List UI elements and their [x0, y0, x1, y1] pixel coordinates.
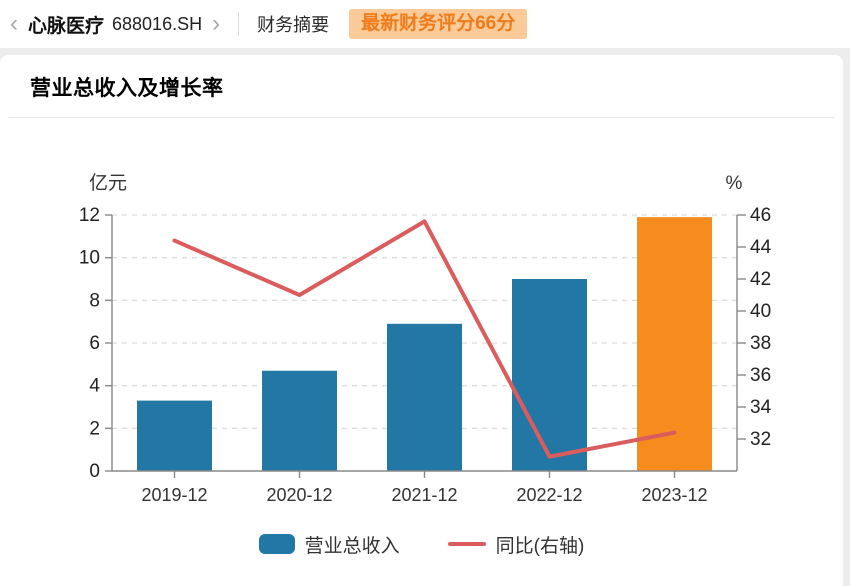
bar-2020-12[interactable]	[262, 370, 337, 471]
back-chevron-icon[interactable]: ‹	[10, 10, 18, 37]
growth-line[interactable]	[172, 219, 677, 459]
right-axis-tick-label: 46	[750, 205, 771, 226]
x-axis-tick-label: 2020-12	[266, 485, 332, 505]
revenue-legend-label: 营业总收入	[304, 535, 400, 557]
legend-item-growth[interactable]: 同比(右轴)	[447, 531, 585, 558]
title-divider	[9, 117, 834, 118]
bar-2023-12[interactable]	[637, 217, 712, 471]
right-axis-tick-label: 32	[750, 429, 771, 450]
right-axis-tick-label: 42	[750, 269, 771, 290]
chart-legend: 营业总收入 同比(右轴)	[0, 531, 843, 557]
revenue-legend-swatch-icon	[258, 534, 295, 554]
top-bar: ‹ 心脉医疗 688016.SH › 财务摘要 最新财务评分66分	[0, 0, 850, 48]
bar-2019-12[interactable]	[137, 400, 212, 471]
x-axis-tick-label: 2022-12	[516, 485, 582, 505]
growth-legend-label: 同比(右轴)	[495, 535, 585, 557]
right-axis-tick-label: 34	[750, 397, 772, 418]
growth-legend-swatch-icon	[447, 542, 486, 546]
left-axis-tick-label: 0	[89, 461, 100, 482]
right-axis-tick-label: 40	[750, 301, 771, 322]
x-axis-tick-label: 2023-12	[641, 485, 707, 505]
financial-summary-card: 营业总收入及增长率 0 2 4 6 8 10 12 32 34 36 38 40 42 44 46 2019-…	[0, 55, 843, 586]
left-axis-tick-label: 2	[89, 418, 100, 439]
header-divider	[238, 12, 240, 36]
right-axis-tick-label: 44	[750, 237, 772, 258]
left-axis-unit-label: 亿元	[89, 172, 127, 194]
left-axis-tick-label: 4	[89, 376, 100, 397]
left-axis-tick-label: 6	[89, 333, 100, 354]
financial-score-badge[interactable]: 最新财务评分66分	[349, 8, 528, 40]
page-title: 营业总收入及增长率	[30, 77, 224, 100]
x-axis-tick-label: 2019-12	[141, 485, 207, 505]
forward-chevron-icon[interactable]: ›	[212, 10, 221, 37]
right-axis-unit-label: %	[726, 173, 743, 194]
left-axis-tick-label: 10	[79, 248, 100, 269]
stock-name: 心脉医疗	[28, 15, 105, 37]
revenue-growth-chart: 0 2 4 6 8 10 12 32 34 36 38 40 42 44 46 2019-12 2020-12 2…	[0, 55, 843, 586]
tab-financial-summary[interactable]: 财务摘要	[257, 15, 330, 35]
left-axis-tick-label: 8	[89, 290, 100, 311]
stock-code: 688016.SH	[112, 13, 203, 34]
left-axis-tick-label: 12	[79, 205, 100, 226]
x-axis-tick-label: 2021-12	[391, 485, 457, 505]
right-axis-tick-label: 38	[750, 333, 771, 354]
right-axis-tick-label: 36	[750, 365, 771, 386]
bar-2022-12[interactable]	[512, 279, 587, 471]
bar-2021-12[interactable]	[387, 323, 462, 471]
legend-item-revenue[interactable]: 营业总收入	[258, 531, 400, 558]
